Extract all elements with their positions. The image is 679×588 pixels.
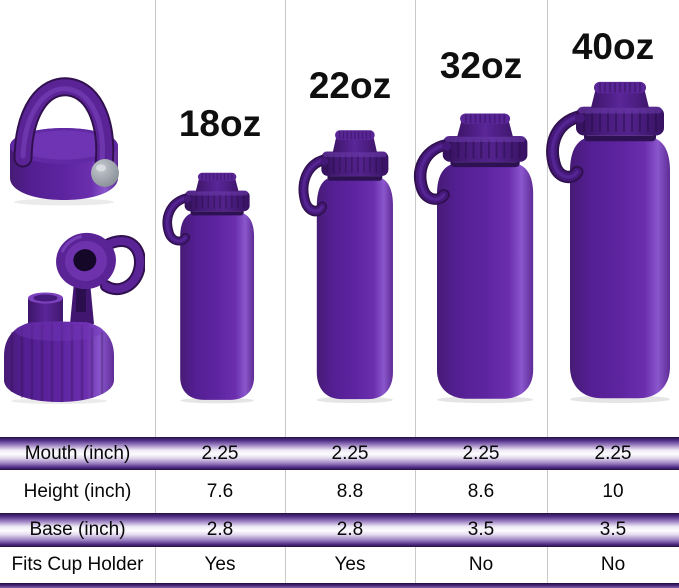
cell-cup-holder-32oz: No	[468, 554, 494, 575]
bottle-40oz-image	[544, 78, 674, 404]
table-row-cup-holder: Fits Cup Holder Yes Yes No No	[0, 547, 679, 583]
cell-height-22oz: 8.8	[336, 480, 364, 502]
column-divider	[547, 0, 548, 583]
column-divider	[415, 0, 416, 583]
row-label-mouth: Mouth (inch)	[24, 442, 131, 464]
cell-mouth-22oz: 2.25	[331, 442, 369, 464]
row-label-base: Base (inch)	[29, 519, 126, 540]
cell-base-18oz: 2.8	[206, 519, 234, 540]
size-label-22oz: 22oz	[308, 65, 392, 106]
cell-cup-holder-18oz: Yes	[204, 554, 236, 575]
strap-button-icon	[91, 159, 119, 187]
bottle-18oz-image	[161, 170, 257, 404]
row-label-height: Height (inch)	[23, 480, 132, 502]
flex-cap-image	[10, 77, 119, 206]
size-label-18oz: 18oz	[178, 103, 262, 144]
cell-mouth-18oz: 2.25	[201, 442, 239, 464]
cell-base-32oz: 3.5	[467, 519, 495, 540]
cell-base-40oz: 3.5	[599, 519, 627, 540]
row-label-cup-holder: Fits Cup Holder	[11, 554, 144, 575]
bottle-32oz-image	[412, 110, 537, 404]
table-row-height: Height (inch) 7.6 8.8 8.6 10	[0, 470, 679, 513]
table-bottom-band	[0, 583, 679, 588]
cell-mouth-32oz: 2.25	[462, 442, 500, 464]
cell-cup-holder-22oz: Yes	[334, 554, 366, 575]
column-divider	[285, 0, 286, 583]
cell-height-18oz: 7.6	[206, 480, 234, 502]
size-label-40oz: 40oz	[571, 26, 655, 67]
table-row-mouth: Mouth (inch) 2.25 2.25 2.25 2.25	[0, 437, 679, 470]
table-row-base: Base (inch) 2.8 2.8 3.5 3.5	[0, 513, 679, 547]
bottle-22oz-image	[297, 127, 396, 404]
cell-mouth-40oz: 2.25	[594, 442, 632, 464]
open-spout-lid-image	[4, 232, 145, 404]
size-label-32oz: 32oz	[439, 45, 523, 86]
cell-cup-holder-40oz: No	[600, 554, 626, 575]
column-divider	[155, 0, 156, 583]
cell-base-22oz: 2.8	[336, 519, 364, 540]
cell-height-32oz: 8.6	[467, 480, 495, 502]
cell-height-40oz: 10	[602, 480, 624, 502]
